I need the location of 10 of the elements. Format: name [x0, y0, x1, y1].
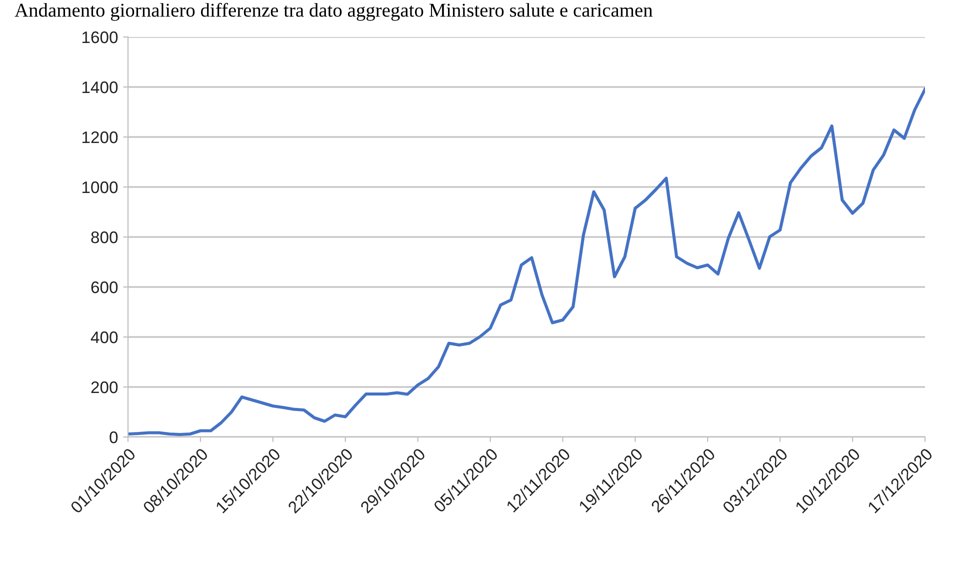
y-tick-label: 400 — [90, 331, 118, 344]
y-tick-label: 0 — [110, 431, 118, 444]
y-tick-label: 1400 — [82, 81, 118, 94]
y-tick-label: 1200 — [82, 131, 118, 144]
chart-title: Andamento giornaliero differenze tra dato aggregato Ministero salute e caricamen — [14, 2, 653, 21]
y-tick-label: 200 — [91, 381, 118, 394]
y-tick-label: 600 — [91, 281, 118, 294]
y-tick-label: 800 — [91, 231, 118, 244]
y-tick-label: 1000 — [82, 181, 118, 194]
y-tick-label: 1600 — [82, 31, 118, 44]
